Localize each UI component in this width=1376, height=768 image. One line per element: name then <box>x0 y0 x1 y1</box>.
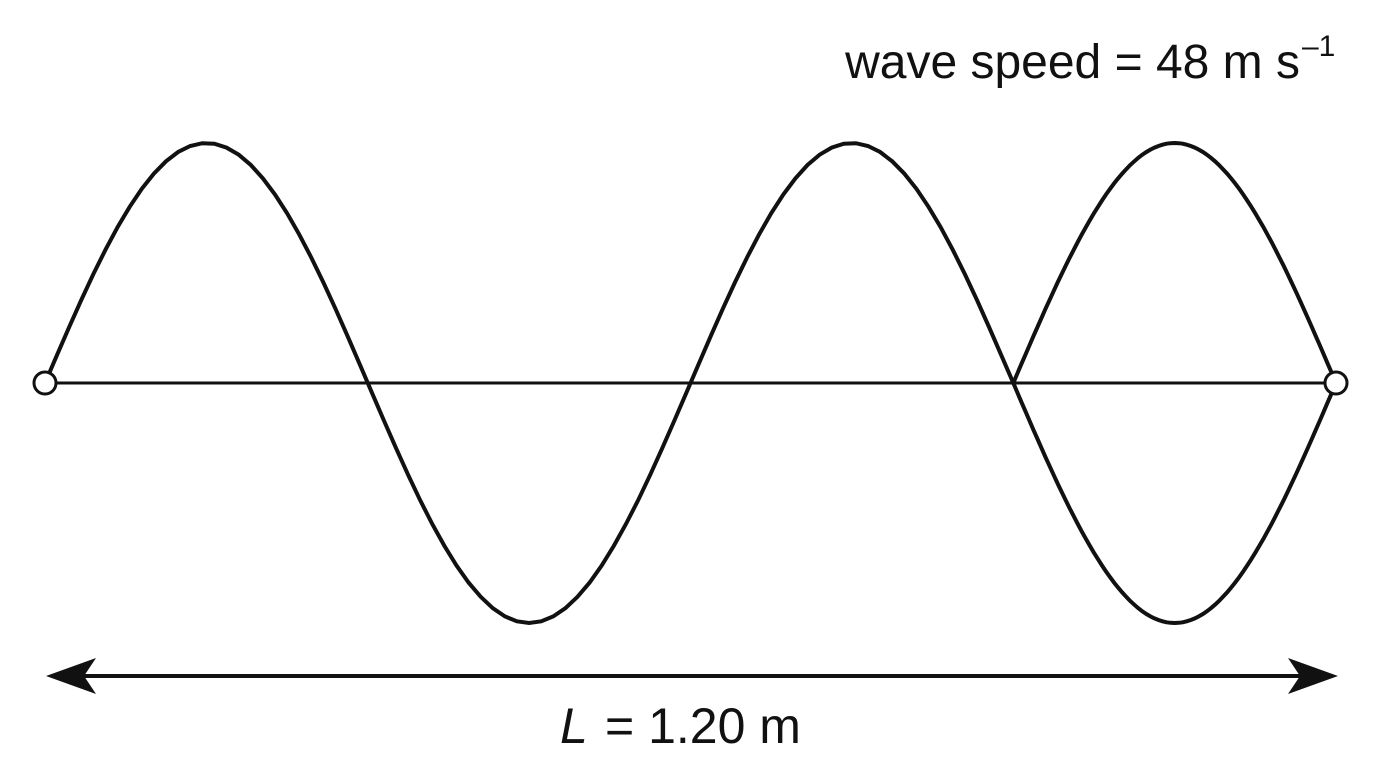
arrow-head <box>46 658 96 694</box>
fixed-end <box>32 370 58 396</box>
wave-curve <box>1011 382 1338 626</box>
wave-speed-superscript: –1 <box>1302 30 1335 63</box>
arrow-head <box>1288 658 1338 694</box>
fixed-end <box>1323 370 1349 396</box>
wave <box>43 140 1338 626</box>
wave-speed-label: wave speed = 48 m s <box>844 36 1300 89</box>
length-symbol: L <box>560 698 588 754</box>
wave-curve <box>43 141 1016 626</box>
wave-curve <box>1011 140 1338 384</box>
length-value: = 1.20 m <box>605 698 801 754</box>
